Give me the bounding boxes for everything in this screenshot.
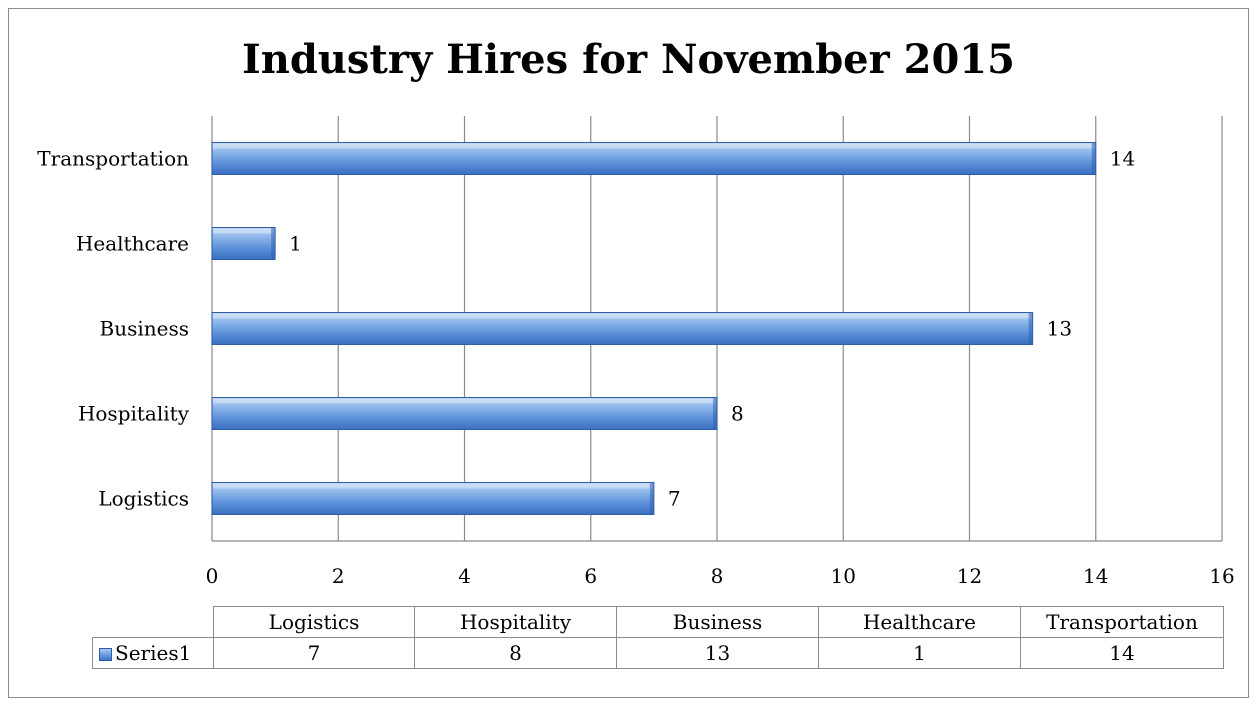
bar-end-cap bbox=[649, 482, 654, 515]
data-table-value: 7 bbox=[213, 637, 415, 669]
data-table-value: 8 bbox=[414, 637, 617, 669]
x-tick-label: 4 bbox=[458, 564, 471, 588]
x-tick-label: 16 bbox=[1209, 564, 1234, 588]
x-tick-label: 14 bbox=[1083, 564, 1108, 588]
x-tick-label: 0 bbox=[206, 564, 219, 588]
data-label: 1 bbox=[289, 232, 302, 256]
data-table-value: 14 bbox=[1020, 637, 1224, 669]
data-table-value: 13 bbox=[616, 637, 819, 669]
bar-highlight bbox=[213, 313, 1032, 319]
data-table-header: Healthcare bbox=[818, 606, 1021, 638]
bar bbox=[211, 312, 1034, 345]
chart-title: Industry Hires for November 2015 bbox=[242, 36, 1015, 83]
bar-end-cap bbox=[1091, 142, 1096, 175]
y-category-label: Transportation bbox=[37, 147, 189, 171]
data-label: 7 bbox=[668, 487, 681, 511]
y-category-label: Logistics bbox=[98, 487, 189, 511]
x-tick-label: 2 bbox=[332, 564, 345, 588]
y-category-label: Hospitality bbox=[78, 402, 190, 426]
bar bbox=[211, 227, 276, 260]
bar-highlight bbox=[213, 483, 653, 489]
chart-frame bbox=[8, 8, 1249, 698]
data-table: Logistics Hospitality Business Healthcar… bbox=[92, 606, 1224, 669]
data-label: 8 bbox=[731, 402, 744, 426]
data-label: 13 bbox=[1047, 317, 1072, 341]
bar bbox=[211, 482, 655, 515]
data-table-header: Transportation bbox=[1020, 606, 1224, 638]
bar-end-cap bbox=[271, 227, 276, 260]
bar-highlight bbox=[213, 398, 716, 404]
legend-key-icon bbox=[99, 648, 112, 661]
x-tick-label: 10 bbox=[831, 564, 856, 588]
data-table-header: Business bbox=[616, 606, 819, 638]
x-tick-label: 6 bbox=[584, 564, 597, 588]
data-table-header-row: Logistics Hospitality Business Healthcar… bbox=[92, 606, 1224, 638]
bar bbox=[211, 397, 718, 430]
data-table-value: 1 bbox=[818, 637, 1021, 669]
legend-entry: Series1 bbox=[92, 637, 214, 669]
data-table-header: Hospitality bbox=[414, 606, 617, 638]
data-label: 14 bbox=[1110, 147, 1135, 171]
legend-label: Series1 bbox=[115, 641, 192, 665]
data-table-series-row: Series1 7 8 13 1 14 bbox=[92, 637, 1224, 669]
bar-end-cap bbox=[713, 397, 717, 430]
bar-highlight bbox=[213, 143, 1095, 149]
x-tick-label: 8 bbox=[711, 564, 724, 588]
bar-highlight bbox=[213, 228, 275, 234]
y-category-label: Business bbox=[100, 317, 189, 341]
bar bbox=[211, 142, 1097, 175]
y-category-label: Healthcare bbox=[76, 232, 189, 256]
bar-end-cap bbox=[1028, 312, 1033, 345]
data-table-header: Logistics bbox=[213, 606, 415, 638]
x-tick-label: 12 bbox=[957, 564, 982, 588]
data-table-corner bbox=[92, 606, 214, 638]
